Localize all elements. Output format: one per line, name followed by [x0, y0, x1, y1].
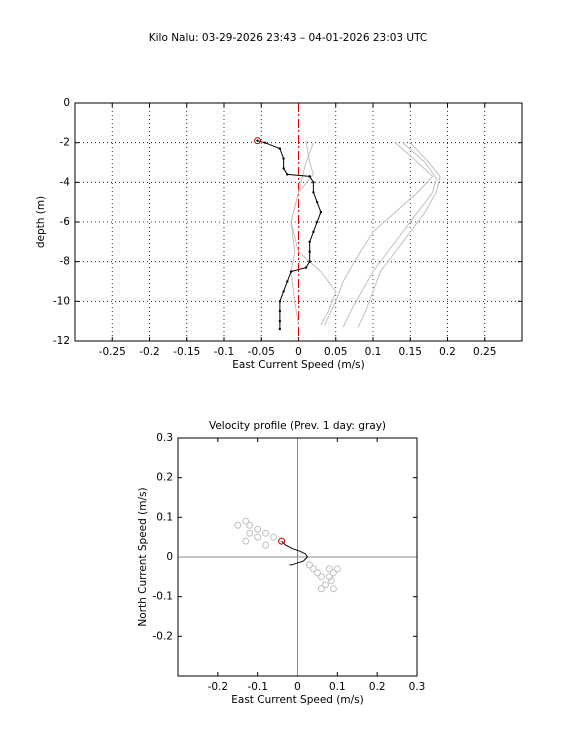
data-point [254, 525, 262, 533]
series-line [290, 142, 337, 326]
y-tick-label: 0 [63, 97, 70, 109]
y-tick-label: -6 [60, 216, 71, 228]
y-axis-label: depth (m) [35, 196, 47, 248]
series-line [357, 142, 441, 328]
start-marker [254, 137, 262, 145]
x-tick-label: 0.15 [399, 346, 422, 358]
data-point [234, 521, 242, 529]
x-tick-label: -0.2 [139, 346, 160, 358]
data-point [270, 533, 278, 541]
data-point [289, 270, 293, 273]
data-point [246, 529, 254, 537]
data-point [278, 310, 282, 313]
data-point [254, 533, 262, 541]
y-tick-label: -12 [53, 335, 70, 347]
data-point [262, 541, 270, 549]
series-line [257, 140, 322, 330]
data-point [312, 230, 315, 234]
data-point [246, 521, 254, 529]
x-tick-label: 0.2 [439, 346, 456, 358]
data-point [242, 517, 250, 525]
data-point [308, 260, 311, 263]
data-point [278, 147, 282, 150]
x-tick-label: 0.25 [473, 346, 496, 358]
y-tick-label: 0.3 [156, 432, 173, 444]
data-point [312, 191, 315, 194]
x-tick-label: 0 [294, 681, 301, 693]
data-point [329, 585, 337, 593]
x-tick-label: 0.2 [369, 681, 386, 693]
data-point [262, 529, 270, 537]
data-point [282, 167, 285, 170]
y-tick-label: -8 [60, 256, 70, 268]
axes-frame [177, 437, 418, 677]
data-point [321, 581, 329, 589]
x-tick-label: 0.1 [365, 346, 382, 358]
data-point [305, 561, 313, 569]
data-point [286, 173, 289, 176]
data-point [333, 565, 341, 573]
data-point [256, 139, 259, 142]
y-tick-label: 0.1 [156, 511, 173, 523]
data-point [325, 573, 333, 581]
data-point [325, 565, 333, 573]
page-title: Kilo Nalu: 03-29-2026 23:43 – 04-01-2026… [149, 32, 428, 44]
data-point [327, 577, 335, 585]
series-line [281, 540, 309, 566]
x-tick-label: -0.25 [99, 346, 126, 358]
data-point [278, 300, 282, 303]
data-point [317, 573, 325, 581]
y-tick-label: -4 [60, 176, 71, 188]
y-tick-label: -10 [53, 295, 70, 307]
data-point [312, 181, 315, 184]
x-axis-label: East Current Speed (m/s) [232, 359, 364, 371]
data-point [282, 157, 285, 160]
data-point [309, 565, 317, 573]
y-tick-label: -0.2 [153, 630, 174, 642]
x-axis-label: East Current Speed (m/s) [231, 694, 363, 706]
y-tick-label: -2 [60, 137, 70, 149]
y-tick-label: -0.1 [153, 591, 174, 603]
data-point [242, 537, 250, 545]
x-tick-label: -0.15 [173, 346, 200, 358]
chart-title: Velocity profile (Prev. 1 day: gray) [209, 420, 386, 432]
x-tick-label: 0.1 [329, 681, 346, 693]
data-point [319, 210, 323, 214]
data-point [308, 250, 311, 253]
data-point [329, 569, 337, 577]
data-point [278, 319, 282, 323]
y-tick-label: 0 [166, 551, 173, 563]
data-point [313, 569, 321, 577]
series-line [324, 142, 434, 326]
data-point [304, 266, 308, 269]
data-point [315, 200, 319, 204]
x-tick-label: 0.3 [409, 681, 426, 693]
axes-frame [74, 102, 523, 342]
x-tick-label: -0.05 [248, 346, 275, 358]
x-tick-label: -0.2 [208, 681, 229, 693]
series-line [342, 142, 437, 328]
start-marker [278, 537, 286, 545]
data-point [308, 240, 311, 244]
x-tick-label: 0 [295, 346, 302, 358]
x-tick-label: -0.1 [214, 346, 235, 358]
x-tick-label: 0.05 [324, 346, 347, 358]
data-point [278, 327, 282, 331]
data-point [308, 175, 311, 178]
x-tick-label: -0.1 [247, 681, 268, 693]
data-point [317, 585, 325, 593]
y-axis-label: North Current Speed (m/s) [137, 487, 149, 626]
y-tick-label: 0.2 [156, 472, 173, 484]
data-point [263, 141, 267, 144]
data-point [282, 290, 285, 293]
data-point [315, 220, 319, 224]
data-point [286, 280, 289, 283]
